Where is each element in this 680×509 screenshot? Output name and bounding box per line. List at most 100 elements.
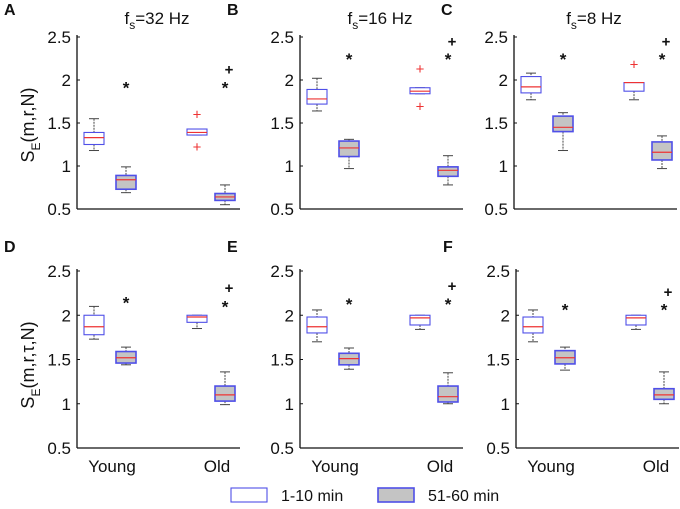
significance-plus: + bbox=[225, 280, 234, 297]
y-tick-label: 2 bbox=[285, 71, 294, 90]
y-tick-label: 2 bbox=[501, 306, 510, 325]
y-tick-label: 0.5 bbox=[270, 439, 294, 458]
panel-title: fs=8 Hz bbox=[566, 9, 622, 32]
significance-star: * bbox=[222, 298, 229, 317]
y-label-s: S bbox=[18, 150, 38, 162]
box-young-late: * bbox=[338, 295, 360, 370]
y-label-rest: (m,r,N) bbox=[18, 87, 38, 142]
significance-star: * bbox=[661, 300, 668, 319]
title-rest: =32 Hz bbox=[135, 9, 189, 28]
significance-star: * bbox=[445, 50, 452, 69]
panel-title: fs=16 Hz bbox=[347, 9, 412, 32]
significance-star: * bbox=[123, 78, 130, 97]
box-old-early: ++ bbox=[186, 106, 208, 156]
significance-star: * bbox=[560, 50, 567, 69]
y-tick-label: 1.5 bbox=[484, 114, 508, 133]
y-label-subscript: E bbox=[29, 142, 43, 150]
title-subscript: s bbox=[571, 18, 577, 32]
box-old-late: *+ bbox=[437, 33, 459, 186]
y-tick-label: 2.5 bbox=[270, 262, 294, 281]
y-tick-label: 2.5 bbox=[484, 28, 508, 47]
y-tick-label: 2 bbox=[285, 306, 294, 325]
y-tick-label: 1 bbox=[285, 395, 294, 414]
y-tick-label: 1 bbox=[501, 395, 510, 414]
y-tick-label: 1.5 bbox=[47, 351, 71, 370]
outlier-marker: + bbox=[630, 57, 639, 74]
panel-letter: B bbox=[227, 2, 239, 19]
box-old-early: + bbox=[623, 57, 645, 101]
legend-label: 51-60 min bbox=[428, 488, 499, 505]
box-old-early bbox=[625, 314, 647, 330]
y-tick-label: 2 bbox=[62, 306, 71, 325]
box-young-early bbox=[306, 309, 328, 343]
box-iqr bbox=[83, 131, 105, 146]
panel-letter: C bbox=[441, 2, 453, 19]
outlier-marker: + bbox=[416, 61, 425, 78]
box-old-early: ++ bbox=[409, 61, 431, 116]
significance-star: * bbox=[562, 300, 569, 319]
box-young-late: * bbox=[115, 293, 137, 366]
outlier-marker: + bbox=[416, 99, 425, 116]
legend: 1-10 min 51-60 min bbox=[230, 487, 499, 505]
box-iqr bbox=[83, 314, 105, 336]
y-axis-label: SE(m,r,τ,N) bbox=[18, 321, 43, 408]
x-tick-label-young: Young bbox=[311, 457, 359, 476]
box-iqr bbox=[651, 141, 673, 161]
significance-plus: + bbox=[664, 284, 673, 301]
y-tick-label: 1 bbox=[62, 395, 71, 414]
y-tick-label: 1.5 bbox=[270, 114, 294, 133]
significance-plus: + bbox=[448, 33, 457, 50]
x-tick-label-young: Young bbox=[88, 457, 136, 476]
x-tick-label-old: Old bbox=[643, 457, 669, 476]
box-young-late: * bbox=[115, 78, 137, 194]
y-tick-label: 1 bbox=[62, 157, 71, 176]
x-tick-label-young: Young bbox=[527, 457, 575, 476]
box-iqr bbox=[115, 174, 137, 191]
box-iqr bbox=[520, 76, 542, 94]
box-iqr bbox=[306, 316, 328, 334]
legend-label: 1-10 min bbox=[281, 488, 343, 505]
y-tick-label: 2.5 bbox=[47, 262, 71, 281]
significance-star: * bbox=[123, 293, 130, 312]
significance-star: * bbox=[659, 50, 666, 69]
y-tick-label: 1 bbox=[499, 157, 508, 176]
significance-star: * bbox=[445, 295, 452, 314]
box-young-early bbox=[520, 72, 542, 101]
significance-star: * bbox=[222, 78, 229, 97]
panel-letter: E bbox=[227, 239, 238, 256]
y-tick-label: 2 bbox=[499, 71, 508, 90]
y-label-rest: (m,r,τ,N) bbox=[18, 321, 38, 388]
title-subscript: s bbox=[129, 18, 135, 32]
panel-letter: D bbox=[4, 239, 16, 256]
title-rest: =16 Hz bbox=[358, 9, 412, 28]
y-tick-label: 2.5 bbox=[47, 28, 71, 47]
box-iqr bbox=[437, 166, 459, 178]
outlier-marker: + bbox=[193, 139, 202, 156]
y-tick-label: 2 bbox=[62, 71, 71, 90]
significance-plus: + bbox=[448, 278, 457, 295]
box-iqr bbox=[522, 316, 544, 334]
panel-letter: A bbox=[4, 2, 16, 19]
box-iqr bbox=[653, 387, 675, 401]
box-iqr bbox=[338, 140, 360, 158]
title-f: f bbox=[347, 9, 352, 28]
box-young-early bbox=[83, 118, 105, 152]
box-old-late: *+ bbox=[214, 280, 236, 406]
legend-swatch bbox=[377, 487, 415, 503]
y-label-subscript: E bbox=[29, 389, 43, 397]
significance-plus: + bbox=[662, 33, 671, 50]
box-young-late: * bbox=[338, 50, 360, 170]
panel-letter: F bbox=[443, 239, 453, 256]
title-subscript: s bbox=[352, 18, 358, 32]
x-tick-label-old: Old bbox=[427, 457, 453, 476]
y-tick-label: 0.5 bbox=[47, 200, 71, 219]
y-tick-label: 1.5 bbox=[270, 351, 294, 370]
y-tick-label: 1.5 bbox=[47, 114, 71, 133]
panel-title: fs=32 Hz bbox=[124, 9, 189, 32]
outlier-marker: + bbox=[193, 106, 202, 123]
